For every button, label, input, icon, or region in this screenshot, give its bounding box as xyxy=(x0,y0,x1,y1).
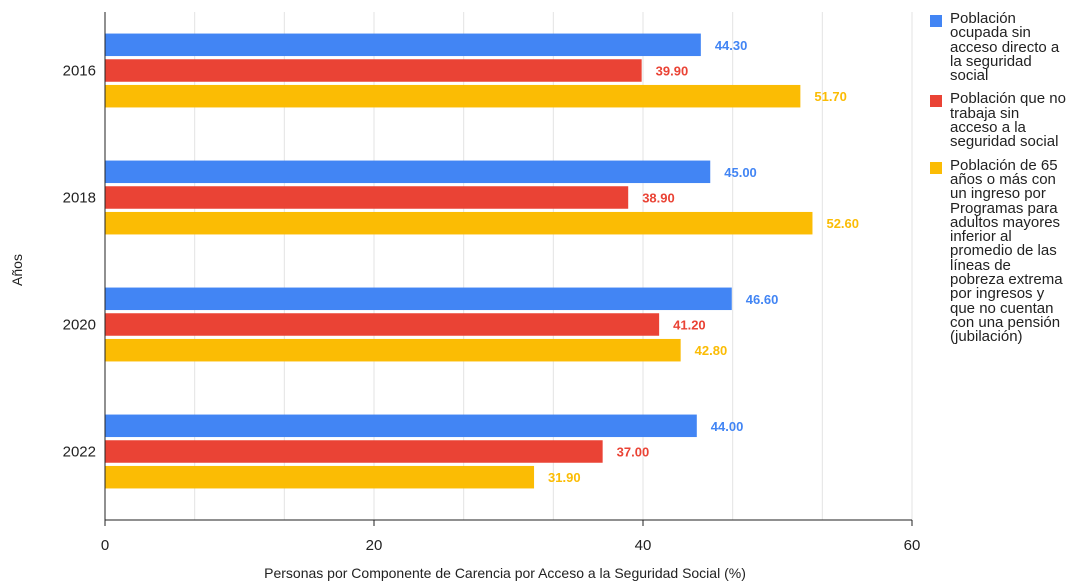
x-tick-label: 60 xyxy=(904,537,920,554)
axes: 2016 2018 2020 2022 0 20 40 60 xyxy=(63,12,920,554)
data-label: 42.80 xyxy=(695,343,728,358)
legend-item-no-trabaja: Población que no trabaja sin acceso a la… xyxy=(930,90,1086,151)
data-label: 51.70 xyxy=(814,89,847,104)
x-tick-label: 40 xyxy=(635,537,652,554)
bar xyxy=(105,414,697,438)
data-label: 38.90 xyxy=(642,191,675,206)
bar xyxy=(105,338,681,362)
x-tick-label: 20 xyxy=(366,537,383,554)
bar xyxy=(105,186,629,209)
bar xyxy=(105,313,660,336)
bar xyxy=(105,84,801,108)
x-tick-label: 0 xyxy=(101,537,109,554)
data-label: 45.00 xyxy=(724,165,757,180)
y-tick-label: 2018 xyxy=(63,190,96,207)
legend-swatch xyxy=(930,95,942,108)
data-labels: 44.30 39.90 51.70 45.00 38.90 52.60 46.60 41.20… xyxy=(548,38,859,485)
legend-label: Población ocupada sin acceso directo a l… xyxy=(950,10,1060,85)
bar xyxy=(105,287,732,311)
data-label: 44.30 xyxy=(715,38,748,53)
legend-label: Población que no trabaja sin acceso a la… xyxy=(950,90,1066,151)
bar xyxy=(105,160,711,184)
legend-label: Población de 65 años o más con un ingres… xyxy=(950,156,1063,346)
bar-chart: 44.30 39.90 51.70 45.00 38.90 52.60 46.60 41.20… xyxy=(9,12,920,581)
bar xyxy=(105,59,642,82)
bar xyxy=(105,440,603,463)
data-label: 37.00 xyxy=(617,445,650,460)
bars xyxy=(105,33,813,489)
data-label: 52.60 xyxy=(826,216,859,231)
bar xyxy=(105,33,701,57)
data-label: 31.90 xyxy=(548,470,581,485)
legend-item-65-anos: Población de 65 años o más con un ingres… xyxy=(930,156,1086,346)
bar xyxy=(105,211,813,235)
data-label: 46.60 xyxy=(746,292,779,307)
y-tick-label: 2020 xyxy=(63,317,96,334)
bar xyxy=(105,465,535,489)
y-tick-label: 2022 xyxy=(63,444,96,461)
y-axis-title: Años xyxy=(9,254,25,286)
data-label: 41.20 xyxy=(673,318,706,333)
y-tick-label: 2016 xyxy=(63,63,96,80)
legend-swatch xyxy=(930,15,942,27)
data-label: 39.90 xyxy=(656,64,689,79)
legend: Población ocupada sin acceso directo a l… xyxy=(930,10,1086,354)
legend-swatch xyxy=(930,161,942,174)
x-axis-title: Personas por Componente de Carencia por … xyxy=(264,565,746,581)
legend-item-ocupada: Población ocupada sin acceso directo a l… xyxy=(930,10,1086,85)
data-label: 44.00 xyxy=(711,419,744,434)
